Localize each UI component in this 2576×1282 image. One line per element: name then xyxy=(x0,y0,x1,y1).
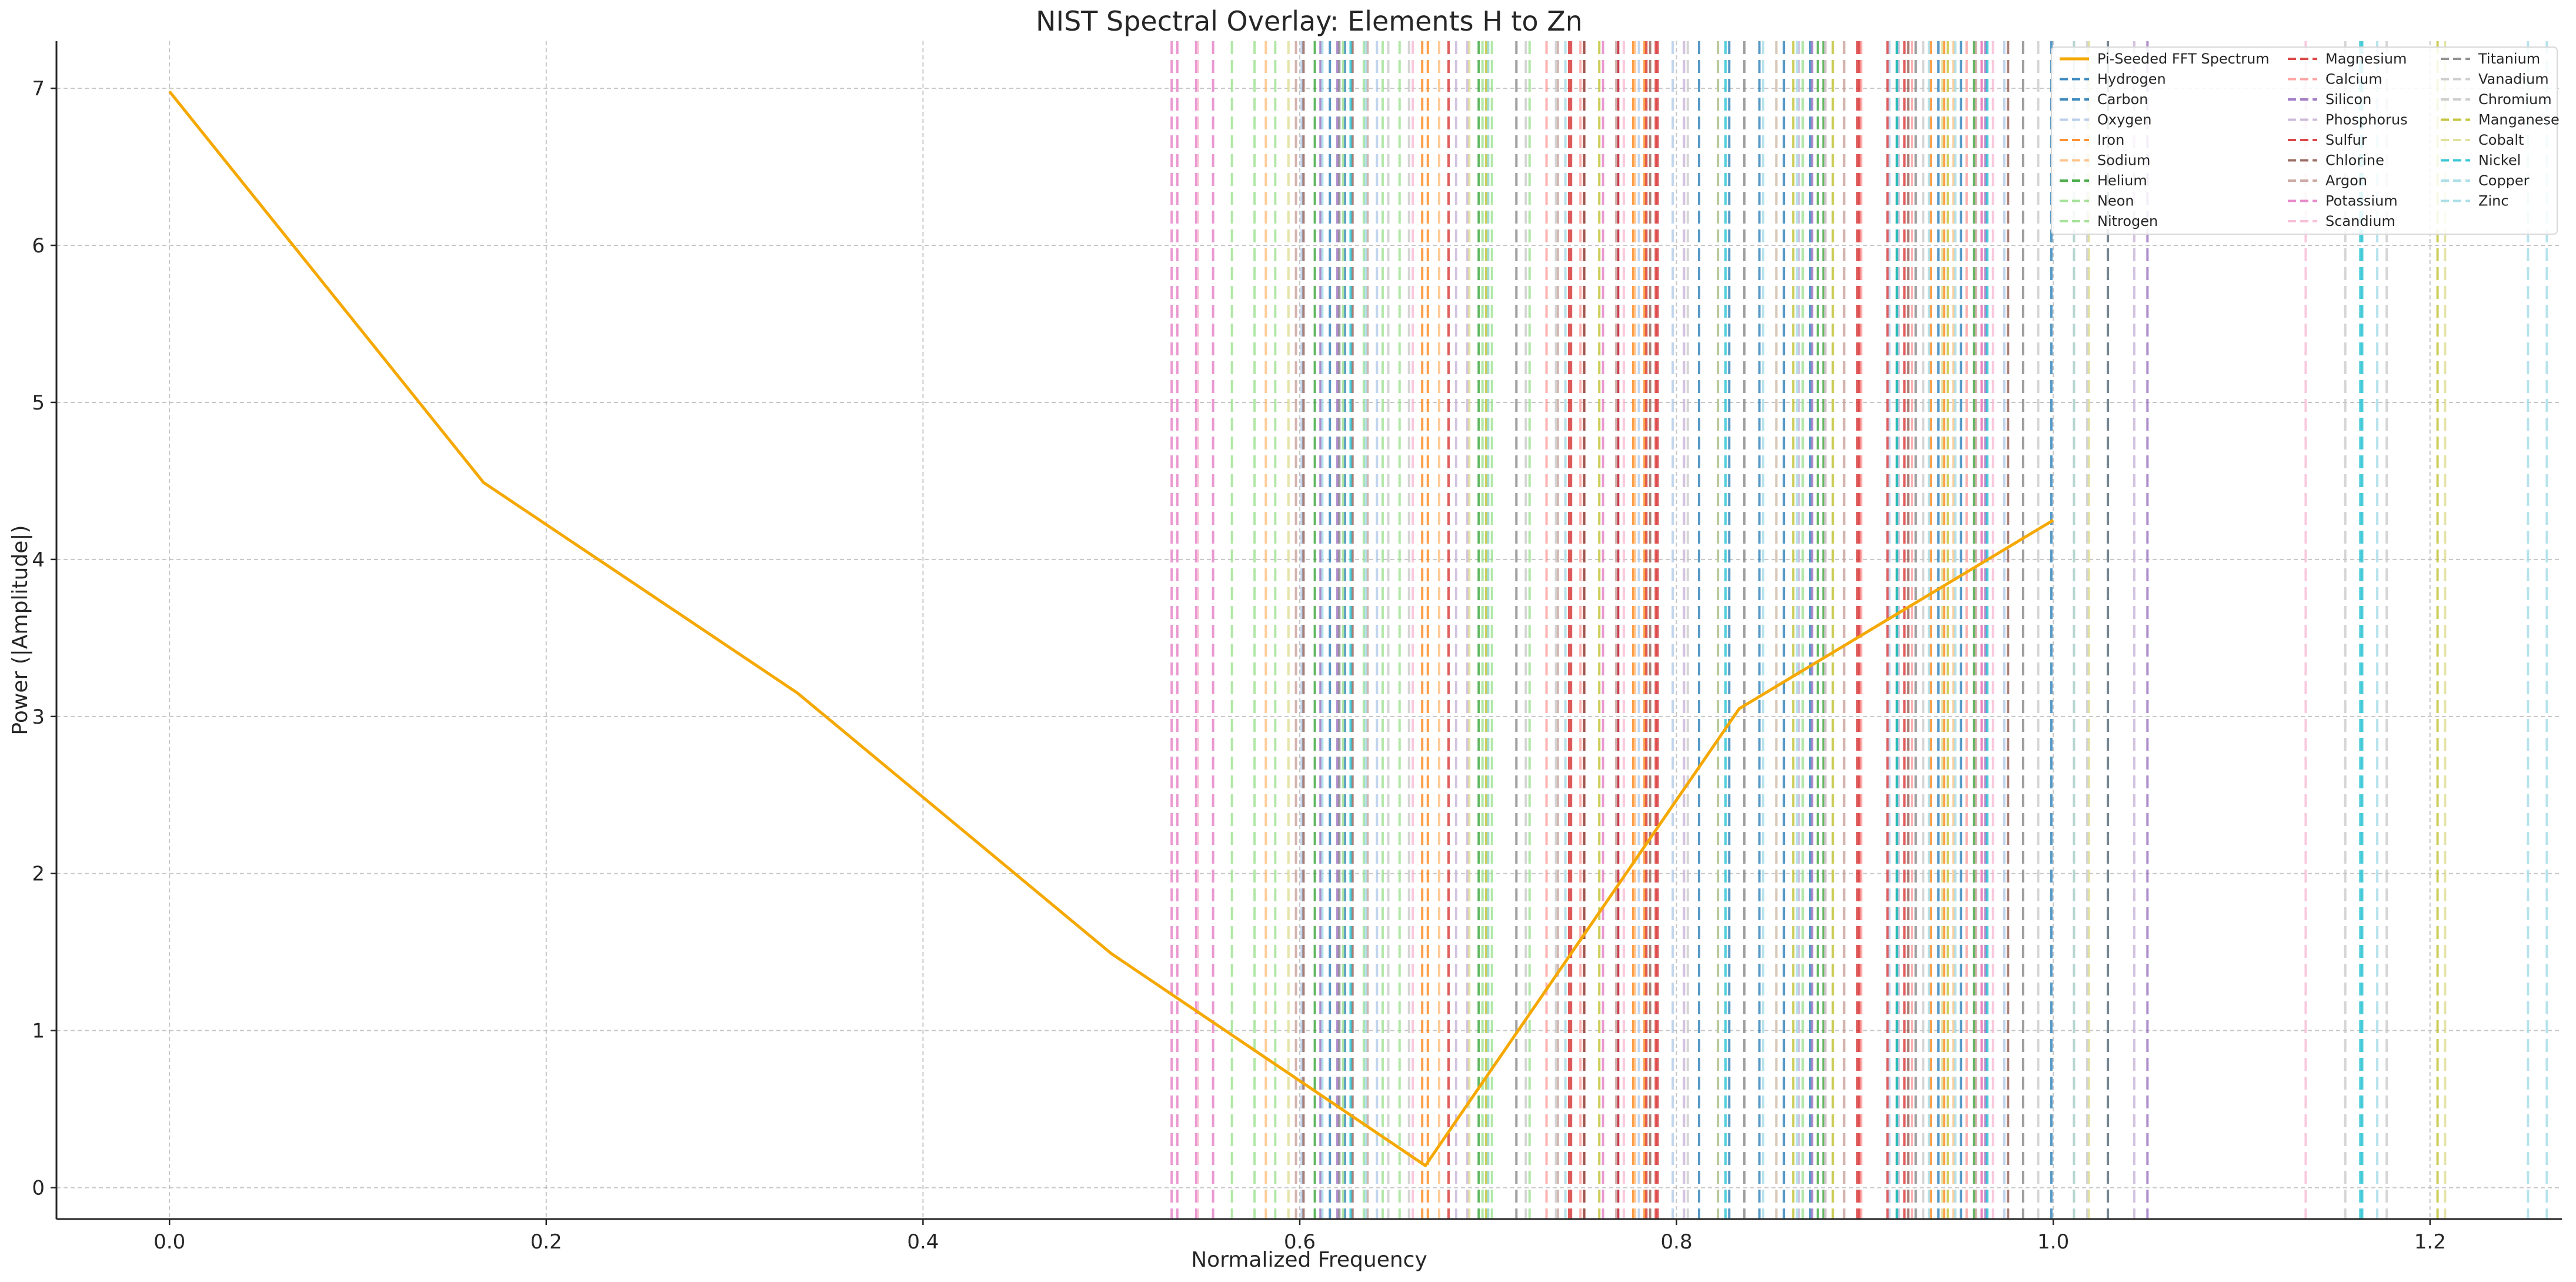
legend-label: Vanadium xyxy=(2478,71,2549,88)
legend-label: Neon xyxy=(2097,193,2134,209)
element-series-zinc xyxy=(1364,41,2548,1219)
y-tick-label: 0 xyxy=(32,1177,45,1200)
legend-label: Cobalt xyxy=(2478,132,2524,148)
element-series-nitrogen xyxy=(1253,41,1804,1219)
x-tick-label: 0.2 xyxy=(530,1230,562,1254)
legend: Pi-Seeded FFT Spectrum Hydrogen Carbon Oxyg… xyxy=(2051,46,2560,235)
legend-label: Nickel xyxy=(2478,152,2521,169)
y-axis-label: Power (|Amplitude|) xyxy=(8,525,32,735)
x-tick-label: 1.0 xyxy=(2037,1230,2069,1254)
legend-label: Manganese xyxy=(2478,112,2560,128)
legend-label: Chromium xyxy=(2478,91,2552,108)
element-series-chlorine xyxy=(1302,41,2010,1219)
element-series-titanium xyxy=(1338,41,2110,1219)
x-axis-label: Normalized Frequency xyxy=(1191,1248,1427,1272)
spectrum-line xyxy=(168,90,2054,1167)
element-series-argon xyxy=(1294,41,1977,1219)
legend-label: Copper xyxy=(2478,172,2530,189)
x-tick-label: 1.2 xyxy=(2414,1230,2446,1254)
legend-label: Chlorine xyxy=(2325,152,2384,169)
legend-label: Argon xyxy=(2325,172,2367,189)
y-tick-label: 6 xyxy=(32,234,45,258)
x-tick-label: 0.6 xyxy=(1284,1230,1316,1254)
y-tick-label: 2 xyxy=(32,863,45,886)
legend-label: Silicon xyxy=(2325,91,2371,108)
legend-label: Pi-Seeded FFT Spectrum xyxy=(2097,51,2270,67)
ticks: 0.0 0.2 0.4 0.6 0.8 1.0 1.2 0 1 2 3 4 5 6 7 xyxy=(32,77,2445,1254)
legend-label: Titanium xyxy=(2478,51,2540,67)
y-tick-label: 3 xyxy=(32,705,45,729)
element-series-sulfur xyxy=(1447,41,1906,1219)
y-tick-label: 4 xyxy=(32,548,45,572)
element-series-sodium xyxy=(1264,41,2076,1219)
element-series-phosphorus xyxy=(1454,41,2135,1219)
grid xyxy=(56,41,2562,1219)
axes xyxy=(55,41,2562,1220)
y-tick-label: 1 xyxy=(32,1020,45,1043)
x-tick-label: 0.4 xyxy=(907,1230,939,1254)
element-series-chromium xyxy=(1407,41,2388,1219)
legend-label: Oxygen xyxy=(2097,112,2152,128)
legend-label: Carbon xyxy=(2097,91,2148,108)
legend-label: Scandium xyxy=(2325,213,2395,229)
element-series-hydrogen xyxy=(1343,41,2053,1219)
element-series-vanadium xyxy=(1387,41,2347,1219)
element-series-copper xyxy=(1321,41,2530,1219)
legend-label: Magnesium xyxy=(2325,51,2407,67)
element-series-nickel xyxy=(1349,41,2364,1219)
legend-label: Zinc xyxy=(2478,193,2509,209)
x-tick-label: 0.0 xyxy=(154,1230,185,1254)
y-tick-label: 5 xyxy=(32,391,45,415)
element-series-iron xyxy=(1421,41,1946,1219)
element-series-potassium xyxy=(1170,41,1983,1219)
legend-label: Hydrogen xyxy=(2097,71,2166,88)
legend-label: Calcium xyxy=(2325,71,2383,88)
element-series-oxygen xyxy=(1300,41,2006,1219)
element-series-neon xyxy=(1230,41,1531,1219)
legend-label: Iron xyxy=(2097,132,2124,148)
spectrum-layer xyxy=(168,90,2054,1167)
legend-label: Helium xyxy=(2097,172,2147,189)
element-series-manganese xyxy=(1485,41,2439,1219)
legend-label: Sodium xyxy=(2097,152,2150,169)
legend-label: Potassium xyxy=(2325,193,2398,209)
legend-label: Nitrogen xyxy=(2097,213,2158,229)
legend-label: Phosphorus xyxy=(2325,112,2408,128)
chart-title: NIST Spectral Overlay: Elements H to Zn xyxy=(1036,5,1583,37)
element-lines xyxy=(1170,41,2548,1219)
x-tick-label: 0.8 xyxy=(1661,1230,1693,1254)
element-series-cobalt xyxy=(1287,41,2447,1219)
legend-label: Sulfur xyxy=(2325,132,2367,148)
y-tick-label: 7 xyxy=(32,77,45,101)
